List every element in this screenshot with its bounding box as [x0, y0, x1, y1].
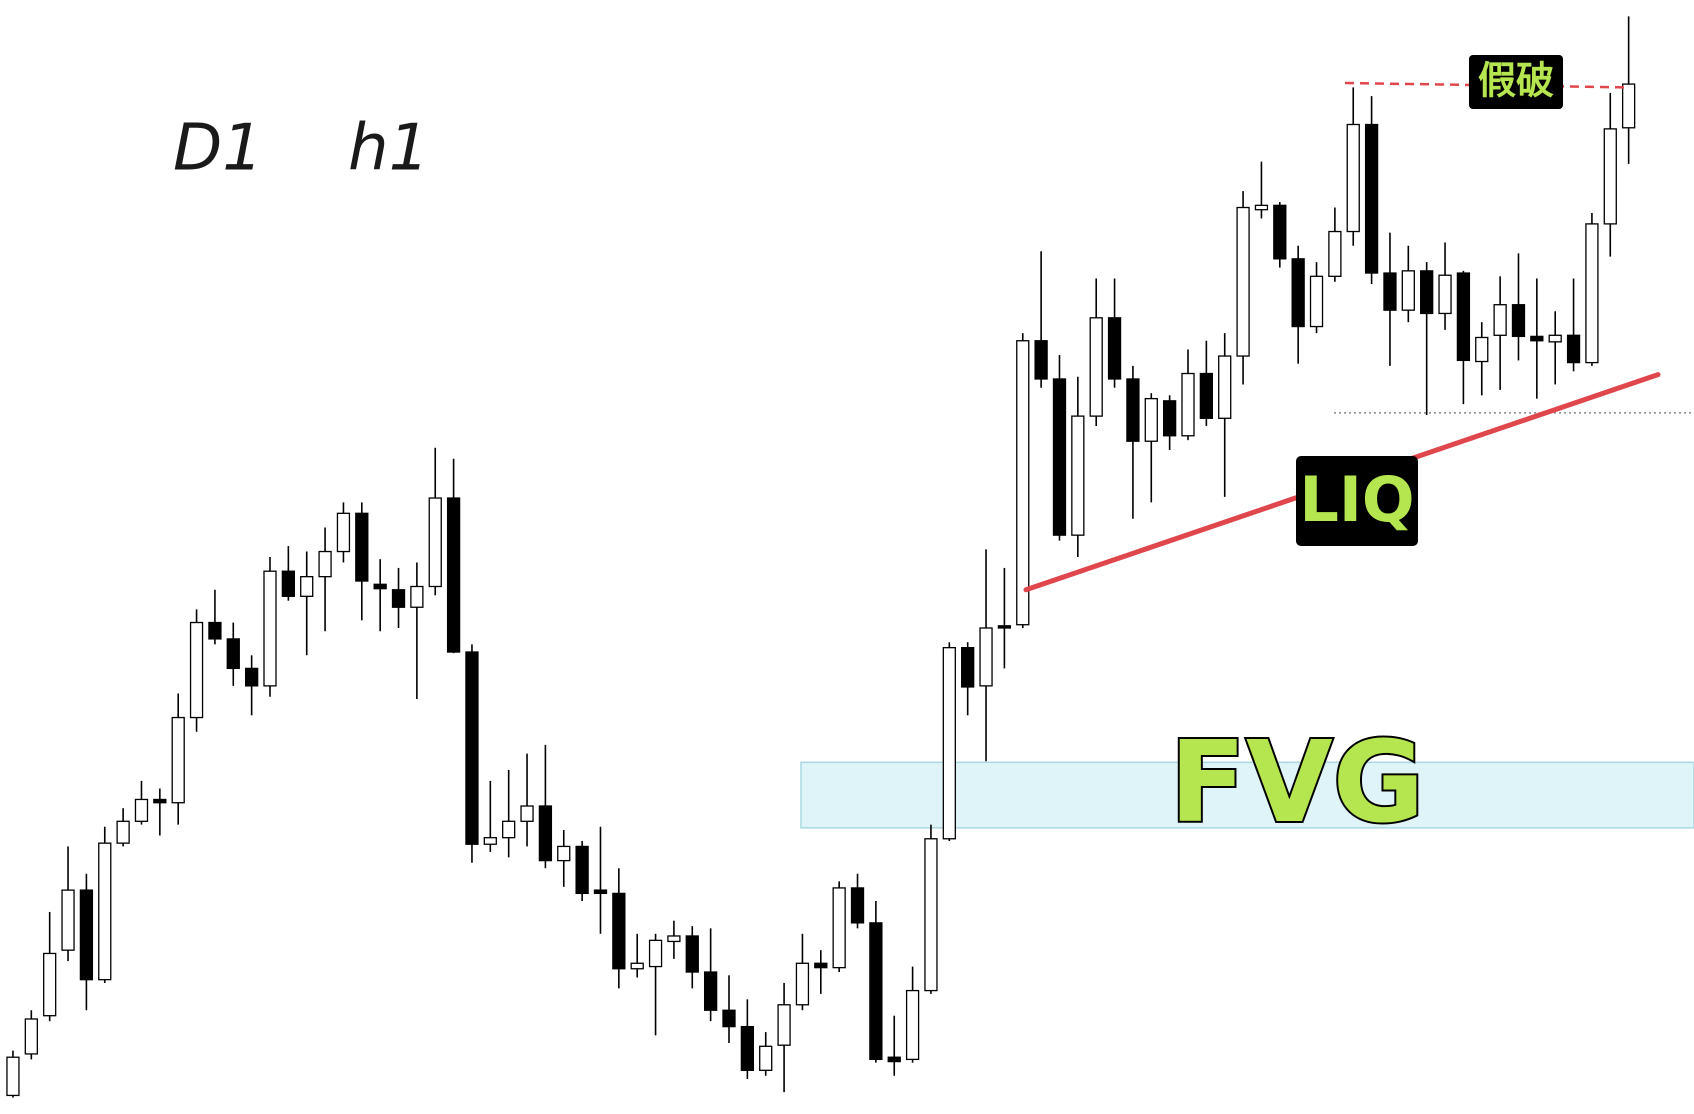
candle-body — [905, 989, 920, 1061]
candle-body — [887, 1056, 901, 1063]
candle-body — [1346, 123, 1360, 233]
candle-body — [1475, 336, 1489, 363]
candle-body — [244, 667, 259, 687]
candle-body — [1236, 206, 1250, 357]
candle-body — [483, 837, 497, 845]
candle-body — [777, 1004, 791, 1046]
candle-body — [832, 887, 846, 969]
candle-body — [795, 962, 810, 1006]
candle-body — [1181, 372, 1195, 437]
candle-body — [1383, 272, 1397, 311]
candle-body — [1493, 304, 1507, 336]
candle-body — [502, 820, 516, 839]
candle-body — [208, 621, 222, 640]
candle-body — [1309, 275, 1324, 328]
candle-body — [997, 625, 1012, 629]
candle-body — [850, 887, 865, 924]
candle-body — [1273, 204, 1287, 260]
fake-break-box — [1469, 55, 1563, 109]
candle-body — [722, 1009, 736, 1028]
candle-body — [318, 550, 332, 578]
candle-body — [740, 1025, 755, 1071]
candle-body — [575, 845, 589, 895]
candle-body — [961, 646, 975, 688]
fvg-label: FVG — [1169, 718, 1424, 848]
candle-body — [1254, 204, 1269, 211]
candle-body — [1126, 378, 1140, 442]
candle-body — [942, 646, 956, 840]
candle-body — [61, 889, 75, 951]
candle-body — [6, 1056, 20, 1097]
candle-body — [593, 889, 608, 895]
timeframe-label: h1 — [348, 112, 429, 186]
candle-body — [79, 889, 94, 981]
candle-body — [1089, 317, 1103, 417]
candle-body — [134, 798, 149, 822]
candle-body — [1456, 272, 1471, 362]
liq-label: LIQ — [1299, 463, 1414, 536]
candle-body — [1420, 270, 1434, 315]
candle-body — [446, 497, 461, 653]
timeframe-label: D1 — [173, 112, 263, 186]
candle-body — [1107, 317, 1122, 380]
candle-body — [1401, 270, 1415, 311]
candle-body — [612, 892, 626, 970]
candle-body — [1162, 400, 1177, 437]
candle-body — [226, 638, 240, 670]
candle-body — [24, 1018, 38, 1055]
candle-body — [189, 621, 204, 719]
candle-body — [979, 627, 993, 687]
candle-body — [1530, 335, 1544, 342]
candle-body — [355, 512, 369, 582]
candle-body — [116, 820, 130, 844]
candle-body — [98, 842, 112, 981]
candle-body — [1071, 415, 1085, 536]
candle-body — [373, 583, 387, 590]
candle-body — [1052, 378, 1067, 536]
candle-body — [263, 570, 277, 687]
candle-body — [630, 962, 644, 970]
candle-body — [924, 838, 938, 992]
candle-body — [1511, 304, 1526, 338]
candle-body — [281, 570, 296, 597]
candle-body — [520, 805, 534, 822]
candle-body — [869, 922, 883, 1061]
candle-body — [648, 939, 663, 968]
candle-body — [1585, 223, 1599, 364]
candle-body — [336, 512, 351, 553]
candle-body — [759, 1045, 773, 1071]
candle-body — [557, 845, 571, 862]
candle-body — [1144, 397, 1158, 442]
candle-body — [703, 971, 718, 1011]
candle-body — [1603, 128, 1617, 225]
candle-body — [667, 935, 681, 943]
candle-body — [538, 805, 553, 862]
candle-body — [171, 716, 185, 804]
candle-body — [465, 651, 479, 845]
candle-body — [1291, 258, 1305, 328]
candle-body — [410, 585, 424, 608]
candle-body — [300, 576, 314, 597]
candle-body — [1218, 355, 1232, 419]
candle-body — [153, 798, 167, 804]
candle-body — [1034, 340, 1048, 380]
candle-body — [43, 952, 57, 1017]
candle-body — [814, 962, 828, 969]
candle-body — [391, 589, 406, 608]
candle-body — [1548, 334, 1562, 343]
candle-body — [685, 935, 699, 973]
fake-break-label: 假破 — [1478, 59, 1554, 103]
candle-body — [1364, 123, 1379, 274]
candle-body — [1566, 334, 1581, 364]
candle-body — [1016, 340, 1030, 626]
candle-body — [1438, 274, 1452, 315]
liq-label-box — [1296, 456, 1418, 546]
candle-body — [1621, 83, 1636, 129]
candle-body — [1328, 230, 1342, 277]
candle-body — [1199, 372, 1214, 419]
candle-body — [428, 497, 442, 588]
